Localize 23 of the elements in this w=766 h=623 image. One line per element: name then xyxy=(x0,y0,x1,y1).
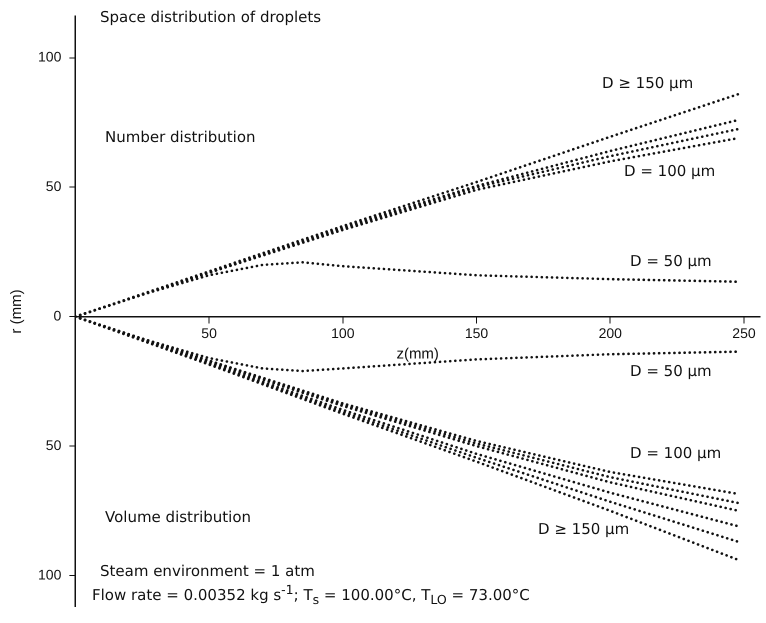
annotation: D ≥ 150 μm xyxy=(538,520,630,538)
annotation: D = 100 μm xyxy=(624,162,716,180)
x-axis-title: z(mm) xyxy=(396,346,439,363)
x-tick-label: 200 xyxy=(598,324,622,341)
chart-title: Space distribution of droplets xyxy=(100,8,322,26)
annotation: Flow rate = 0.00352 kg s$^{-1}$; T$_{s}$ = 100.00°C, T$_{LO}$ = 73.00°C xyxy=(92,582,530,607)
annotation: Number distribution xyxy=(105,128,256,146)
y-tick-label: 0 xyxy=(54,308,62,324)
x-tick-label: 150 xyxy=(464,324,488,341)
y-tick-label: 100 xyxy=(38,48,62,65)
y-tick-label: 50 xyxy=(46,436,62,453)
annotation: D = 50 μm xyxy=(630,252,712,270)
y-tick-label: 50 xyxy=(46,178,62,194)
x-tick-label: 250 xyxy=(732,324,756,341)
annotation: D ≥ 150 μm xyxy=(602,74,694,92)
y-axis-title: r (mm) xyxy=(8,289,26,334)
annotation: D = 100 μm xyxy=(630,444,722,462)
x-tick-label: 50 xyxy=(201,324,218,341)
y-tick-label: 100 xyxy=(38,566,62,582)
annotation: D = 50 μm xyxy=(630,362,712,380)
annotation: Steam environment = 1 atm xyxy=(100,562,315,580)
annotation: Volume distribution xyxy=(105,508,252,526)
x-tick-label: 100 xyxy=(331,324,355,341)
